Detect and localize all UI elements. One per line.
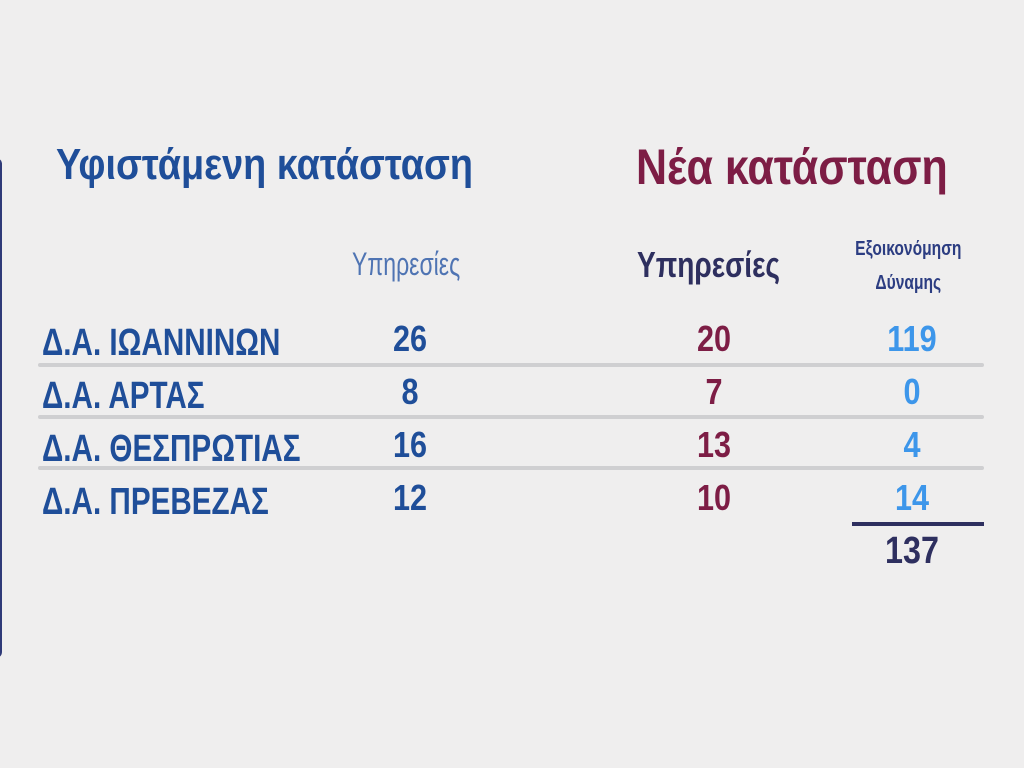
new-services-header: Υπηρεσίες bbox=[637, 244, 781, 285]
row-new-services: 10 bbox=[696, 477, 732, 518]
table-row: Δ.Α. ΑΡΤΑΣ 8 7 0 bbox=[0, 371, 1024, 425]
row-name: Δ.Α. ΙΩΑΝΝΙΝΩΝ bbox=[42, 322, 281, 364]
row-divider bbox=[38, 415, 984, 419]
row-divider bbox=[38, 363, 984, 367]
new-situation-heading: Νέα κατάσταση bbox=[636, 139, 948, 195]
current-situation-heading: Υφιστάμενη κατάσταση bbox=[56, 140, 473, 189]
savings-header: Εξοικονόμηση Δύναμης bbox=[842, 232, 975, 300]
row-savings: 0 bbox=[903, 371, 921, 412]
table-row: Δ.Α. ΙΩΑΝΝΙΝΩΝ 26 20 119 bbox=[0, 318, 1024, 372]
total-savings: 137 bbox=[885, 530, 939, 572]
row-new-services: 20 bbox=[696, 318, 732, 359]
row-savings: 119 bbox=[887, 318, 937, 359]
row-current-services: 8 bbox=[401, 371, 419, 412]
current-services-header: Υπηρεσίες bbox=[352, 246, 461, 282]
row-name: Δ.Α. ΘΕΣΠΡΩΤΙΑΣ bbox=[42, 428, 301, 470]
table-row: Δ.Α. ΠΡΕΒΕΖΑΣ 12 10 14 bbox=[0, 477, 1024, 531]
sum-line bbox=[852, 522, 984, 526]
row-current-services: 12 bbox=[392, 477, 428, 518]
row-divider bbox=[38, 466, 984, 470]
row-new-services: 7 bbox=[705, 371, 723, 412]
savings-header-line2: Δύναμης bbox=[875, 272, 942, 294]
savings-header-line1: Εξοικονόμηση bbox=[855, 238, 962, 260]
row-savings: 4 bbox=[903, 424, 921, 465]
row-current-services: 26 bbox=[392, 318, 428, 359]
row-new-services: 13 bbox=[696, 424, 732, 465]
row-name: Δ.Α. ΑΡΤΑΣ bbox=[42, 375, 205, 417]
table-row: Δ.Α. ΘΕΣΠΡΩΤΙΑΣ 16 13 4 bbox=[0, 424, 1024, 478]
row-savings: 14 bbox=[894, 477, 930, 518]
row-name: Δ.Α. ΠΡΕΒΕΖΑΣ bbox=[42, 481, 269, 523]
row-current-services: 16 bbox=[392, 424, 428, 465]
